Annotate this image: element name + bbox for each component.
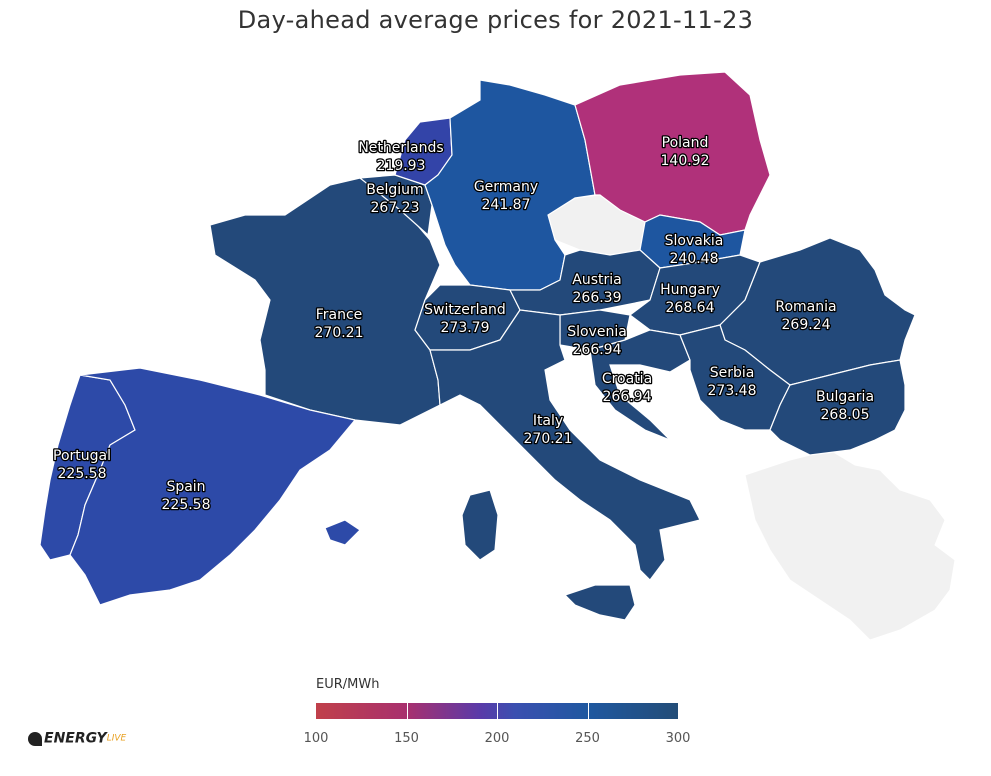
country-name-label: Portugal xyxy=(53,448,111,464)
country-price-label: 269.24 xyxy=(782,317,831,333)
country-name-label: Hungary xyxy=(660,282,720,298)
country-name-label: Serbia xyxy=(710,365,755,381)
country-name-label: Germany xyxy=(474,179,538,195)
energylive-logo: ENERGYLIVE xyxy=(28,728,126,747)
legend-tick-mark xyxy=(406,703,408,719)
legend-tick-label: 250 xyxy=(575,731,600,746)
country-bulgaria[interactable] xyxy=(769,359,906,456)
country-price-label: 225.58 xyxy=(162,497,211,513)
country-price-label: 266.39 xyxy=(573,290,622,306)
country-price-label: 273.48 xyxy=(708,383,757,399)
country-name-label: France xyxy=(316,307,363,323)
country-spain-balearic[interactable] xyxy=(324,519,361,546)
country-price-label: 219.93 xyxy=(377,158,426,174)
logo-icon xyxy=(28,731,42,746)
logo-word: ENERGY xyxy=(44,730,107,747)
country-name-label: Switzerland xyxy=(424,302,506,318)
greece-nodata-region xyxy=(744,449,956,641)
legend-tick-mark xyxy=(497,703,498,719)
country-name-label: Poland xyxy=(662,135,709,151)
country-price-label: 241.87 xyxy=(482,197,531,213)
country-name-label: Croatia xyxy=(602,371,652,387)
country-name-label: Italy xyxy=(533,413,563,429)
logo-suffix: LIVE xyxy=(106,733,127,744)
country-name-label: Bulgaria xyxy=(816,389,874,405)
map-title: Day-ahead average prices for 2021-11-23 xyxy=(237,6,754,34)
country-name-label: Belgium xyxy=(366,182,423,198)
country-italy-sicily[interactable] xyxy=(563,584,636,621)
country-italy-sardinia[interactable] xyxy=(461,489,499,561)
country-price-label: 240.48 xyxy=(670,251,719,267)
legend-unit: EUR/MWh xyxy=(316,677,380,692)
country-name-label: Netherlands xyxy=(358,140,443,156)
country-name-label: Slovenia xyxy=(567,324,627,340)
country-price-label: 270.21 xyxy=(524,431,573,447)
country-name-label: Spain xyxy=(166,479,205,495)
country-labels: Netherlands 219.93 Belgium 267.23 Germany 241… xyxy=(52,134,876,515)
country-price-label: 267.23 xyxy=(371,200,420,216)
country-croatia[interactable] xyxy=(589,329,691,441)
legend-tick-label: 150 xyxy=(394,731,419,746)
country-italy[interactable] xyxy=(429,309,701,581)
legend-tick-label: 100 xyxy=(303,731,329,746)
country-price-label: 266.94 xyxy=(573,342,622,358)
country-name-label: Slovakia xyxy=(665,233,724,249)
legend-tick-label: 300 xyxy=(665,731,691,746)
legend-tick-mark xyxy=(587,703,589,719)
country-price-label: 140.92 xyxy=(661,153,710,169)
country-name-label: Romania xyxy=(775,299,836,315)
legend-tick-label: 200 xyxy=(484,731,510,746)
country-price-label: 268.64 xyxy=(666,300,715,316)
country-spain[interactable] xyxy=(69,367,357,606)
country-price-label: 268.05 xyxy=(821,407,870,423)
country-price-label: 225.58 xyxy=(58,466,107,482)
country-price-label: 273.79 xyxy=(441,320,490,336)
country-name-label: Austria xyxy=(572,272,621,288)
country-price-label: 266.94 xyxy=(603,389,652,405)
country-price-label: 270.21 xyxy=(315,325,364,341)
